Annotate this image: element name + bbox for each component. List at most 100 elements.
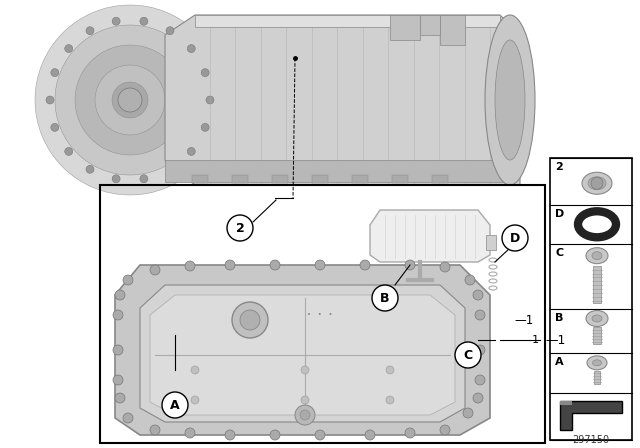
Circle shape [465,275,475,285]
Circle shape [225,260,235,270]
Circle shape [475,345,485,355]
Bar [165,160,505,182]
Text: D: D [510,232,520,245]
Ellipse shape [592,252,602,260]
Polygon shape [370,210,490,262]
Text: •   •   •: • • • [307,312,333,318]
Circle shape [440,262,450,272]
Circle shape [270,430,280,440]
Circle shape [232,302,268,338]
Text: A: A [170,399,180,412]
Circle shape [112,82,148,118]
Circle shape [162,392,188,418]
Circle shape [140,175,148,183]
Circle shape [386,396,394,404]
Circle shape [301,396,309,404]
Text: 297150: 297150 [572,435,609,445]
Bar [390,15,420,40]
Text: B: B [380,292,390,305]
Circle shape [95,65,165,135]
Bar [560,401,572,405]
Text: —1: —1 [515,314,534,327]
Circle shape [166,165,174,173]
Circle shape [191,366,199,374]
Circle shape [140,17,148,25]
Ellipse shape [586,218,608,230]
Circle shape [123,275,133,285]
Text: D: D [555,208,564,219]
Circle shape [113,310,123,320]
Circle shape [240,310,260,330]
Bar [272,175,288,183]
Circle shape [112,17,120,25]
Circle shape [150,425,160,435]
Circle shape [405,428,415,438]
Circle shape [113,345,123,355]
Ellipse shape [588,177,606,190]
Text: 2: 2 [555,162,563,172]
Ellipse shape [485,15,535,185]
Polygon shape [140,285,465,422]
Text: —1: —1 [545,333,565,346]
Circle shape [295,405,315,425]
Text: C: C [555,248,563,258]
Text: 2: 2 [236,221,244,234]
Bar [420,15,440,35]
Circle shape [301,366,309,374]
Circle shape [86,165,94,173]
Circle shape [386,366,394,374]
Circle shape [455,342,481,368]
Ellipse shape [578,211,616,237]
Bar [550,158,632,440]
Circle shape [115,290,125,300]
Circle shape [463,408,473,418]
Ellipse shape [495,40,525,160]
Circle shape [46,96,54,104]
Bar [232,175,248,183]
Polygon shape [560,401,622,430]
Polygon shape [115,265,490,435]
Circle shape [300,410,310,420]
Circle shape [115,393,125,403]
Circle shape [51,123,59,131]
Ellipse shape [582,172,612,194]
Circle shape [225,430,235,440]
Text: A: A [555,357,564,366]
Circle shape [315,430,325,440]
Bar [312,175,328,183]
Polygon shape [165,15,520,185]
Bar [352,175,368,183]
Circle shape [360,260,370,270]
Circle shape [227,215,253,241]
Ellipse shape [592,315,602,322]
Circle shape [35,5,225,195]
Text: B: B [555,313,563,323]
Bar [195,15,500,27]
Circle shape [440,425,450,435]
Text: —1: —1 [522,335,540,345]
Bar [440,15,465,45]
Circle shape [65,45,73,52]
Circle shape [473,393,483,403]
Circle shape [55,25,205,175]
Ellipse shape [587,356,607,370]
Circle shape [502,225,528,251]
Circle shape [113,375,123,385]
Ellipse shape [586,310,608,327]
Circle shape [315,260,325,270]
Ellipse shape [593,360,602,366]
Circle shape [166,27,174,34]
Circle shape [201,69,209,77]
Circle shape [270,260,280,270]
Circle shape [201,123,209,131]
Bar [593,327,601,344]
Ellipse shape [586,248,608,264]
Circle shape [65,147,73,155]
Circle shape [372,285,398,311]
Circle shape [188,147,195,155]
Circle shape [475,375,485,385]
Circle shape [365,430,375,440]
Bar [100,185,545,443]
Circle shape [51,69,59,77]
Circle shape [185,261,195,271]
